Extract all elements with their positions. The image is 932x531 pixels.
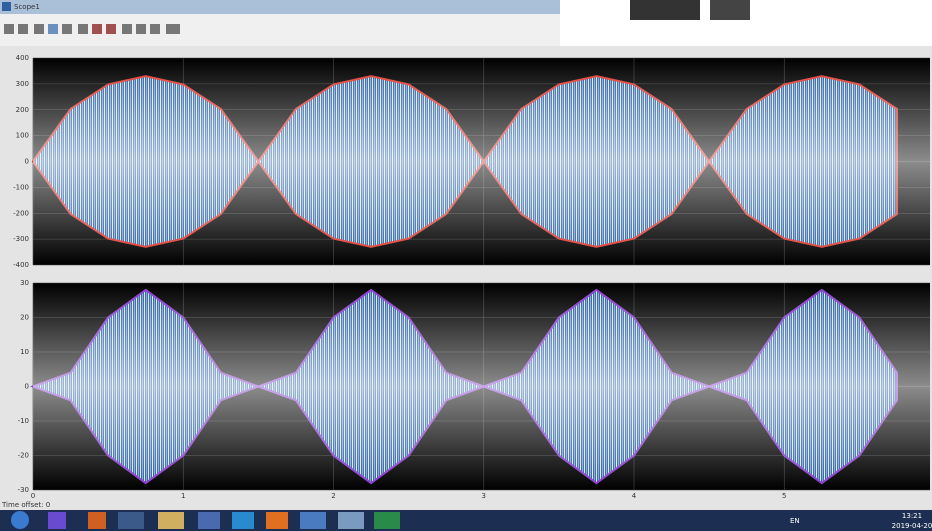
app-icon[interactable]: [266, 512, 288, 529]
app-icon[interactable]: [88, 512, 106, 529]
overlay-device: [710, 0, 750, 20]
zoom-x-button[interactable]: [48, 24, 58, 34]
autoscale-button[interactable]: [78, 24, 88, 34]
zoom-y-button[interactable]: [62, 24, 72, 34]
zoom-button[interactable]: [34, 24, 44, 34]
app-icon[interactable]: [338, 512, 364, 529]
y-tick-label: 300: [16, 80, 29, 88]
app-icon[interactable]: [232, 512, 254, 529]
restore-axes-button[interactable]: [106, 24, 116, 34]
x-tick-label: 5: [782, 492, 786, 500]
y-tick-label: -100: [13, 183, 29, 191]
app-icon[interactable]: [118, 512, 144, 529]
signal-button[interactable]: [150, 24, 160, 34]
lock-button[interactable]: [136, 24, 146, 34]
app-icon[interactable]: [158, 512, 184, 529]
y-tick-label: 100: [16, 132, 29, 140]
y-tick-label: 200: [16, 106, 29, 114]
language: EN: [790, 517, 800, 525]
x-tick-label: 0: [31, 492, 35, 500]
overlay-device: [630, 0, 700, 20]
y-tick-label: -400: [13, 261, 29, 269]
status-text: Time offset: 0: [1, 501, 50, 509]
y-tick-label: -10: [18, 417, 29, 425]
legend-button[interactable]: [166, 24, 180, 34]
clock-date: 2019-04-20: [892, 522, 932, 530]
y-tick-label: 400: [16, 54, 29, 62]
x-tick-label: 4: [632, 492, 637, 500]
settings-button[interactable]: [18, 24, 28, 34]
y-tick-label: -20: [18, 452, 29, 460]
y-tick-label: -300: [13, 235, 29, 243]
tray: EN 13:21 2019-04-20: [790, 512, 932, 530]
app-icon[interactable]: [48, 512, 66, 529]
params-button[interactable]: [122, 24, 132, 34]
y-tick-label: 20: [20, 314, 29, 322]
y-tick-label: 0: [25, 383, 29, 391]
app-icon[interactable]: [198, 512, 220, 529]
x-tick-label: 2: [331, 492, 335, 500]
toolbar-buttons[interactable]: [4, 24, 180, 34]
y-tick-label: 0: [25, 158, 29, 166]
y-tick-label: -200: [13, 209, 29, 217]
app-icon[interactable]: [374, 512, 400, 529]
y-tick-label: -30: [18, 486, 29, 494]
print-button[interactable]: [4, 24, 14, 34]
x-tick-label: 3: [482, 492, 486, 500]
y-tick-label: 10: [20, 348, 29, 356]
x-tick-label: 1: [181, 492, 185, 500]
save-axes-button[interactable]: [92, 24, 102, 34]
taskbar-apps[interactable]: [11, 511, 400, 529]
y-tick-label: 30: [20, 279, 29, 287]
start-button[interactable]: [11, 511, 29, 529]
app-icon[interactable]: [300, 512, 326, 529]
window-icon: [2, 2, 11, 11]
clock-time: 13:21: [902, 512, 922, 520]
window-title: Scope1: [14, 3, 40, 11]
